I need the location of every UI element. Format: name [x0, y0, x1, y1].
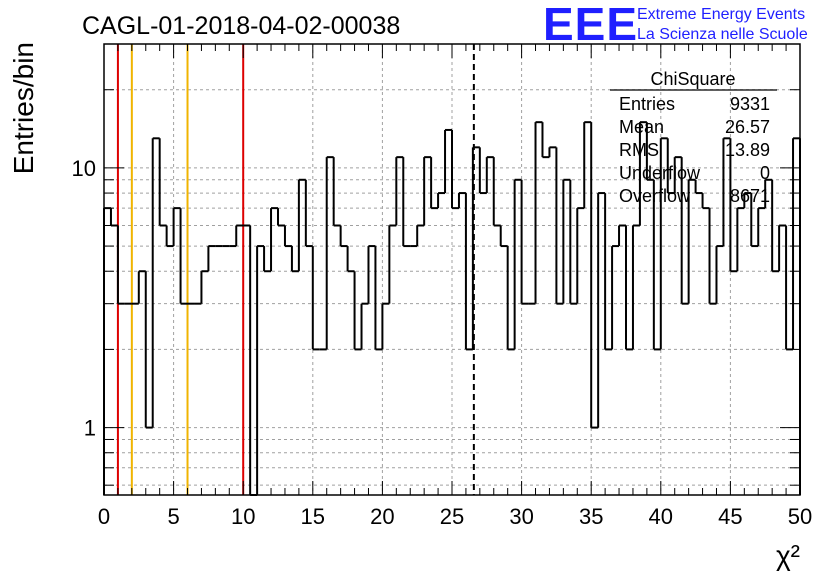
x-tick-label: 5: [167, 504, 179, 529]
x-tick-label: 50: [788, 504, 812, 529]
stats-value: 26.57: [725, 117, 770, 137]
y-tick-label: 10: [72, 156, 96, 181]
chart-title: CAGL-01-2018-04-02-00038: [82, 12, 400, 40]
stats-label: Mean: [619, 117, 664, 137]
x-tick-label: 45: [718, 504, 742, 529]
stats-label: Overflow: [619, 186, 691, 206]
x-tick-label: 35: [579, 504, 603, 529]
x-tick-label: 15: [301, 504, 325, 529]
org-name-line1: Extreme Energy Events: [637, 6, 805, 23]
x-tick-label: 0: [98, 504, 110, 529]
axes: 0 5 10 15 20 25 30 35 40 45 50 1 10: [72, 43, 812, 529]
eee-logo-mark: EEE: [543, 0, 638, 50]
stats-title: ChiSquare: [650, 69, 735, 89]
x-tick-label: 20: [370, 504, 394, 529]
x-tick-label: 30: [509, 504, 533, 529]
stats-box: ChiSquare Entries 9331 Mean 26.57 RMS 13.89 Un…: [610, 69, 777, 206]
org-name-line2: La Scienza nelle Scuole: [637, 26, 808, 43]
x-tick-label: 25: [440, 504, 464, 529]
stats-value: 9331: [730, 94, 770, 114]
stats-label: Underflow: [619, 163, 701, 183]
y-tick-label: 1: [84, 416, 96, 441]
y-axis-title: Entries/bin: [8, 42, 39, 174]
stats-value: 13.89: [725, 140, 770, 160]
reference-lines: [116, 44, 475, 495]
stats-label: RMS: [619, 140, 659, 160]
stats-value: 8671: [730, 186, 770, 206]
x-tick-label: 10: [231, 504, 255, 529]
x-axis-title: χ²: [776, 540, 800, 571]
eee-logo: EEE Extreme Energy Events La Scienza nel…: [543, 0, 808, 50]
stats-label: Entries: [619, 94, 675, 114]
stats-value: 0: [760, 163, 770, 183]
x-tick-label: 40: [649, 504, 673, 529]
